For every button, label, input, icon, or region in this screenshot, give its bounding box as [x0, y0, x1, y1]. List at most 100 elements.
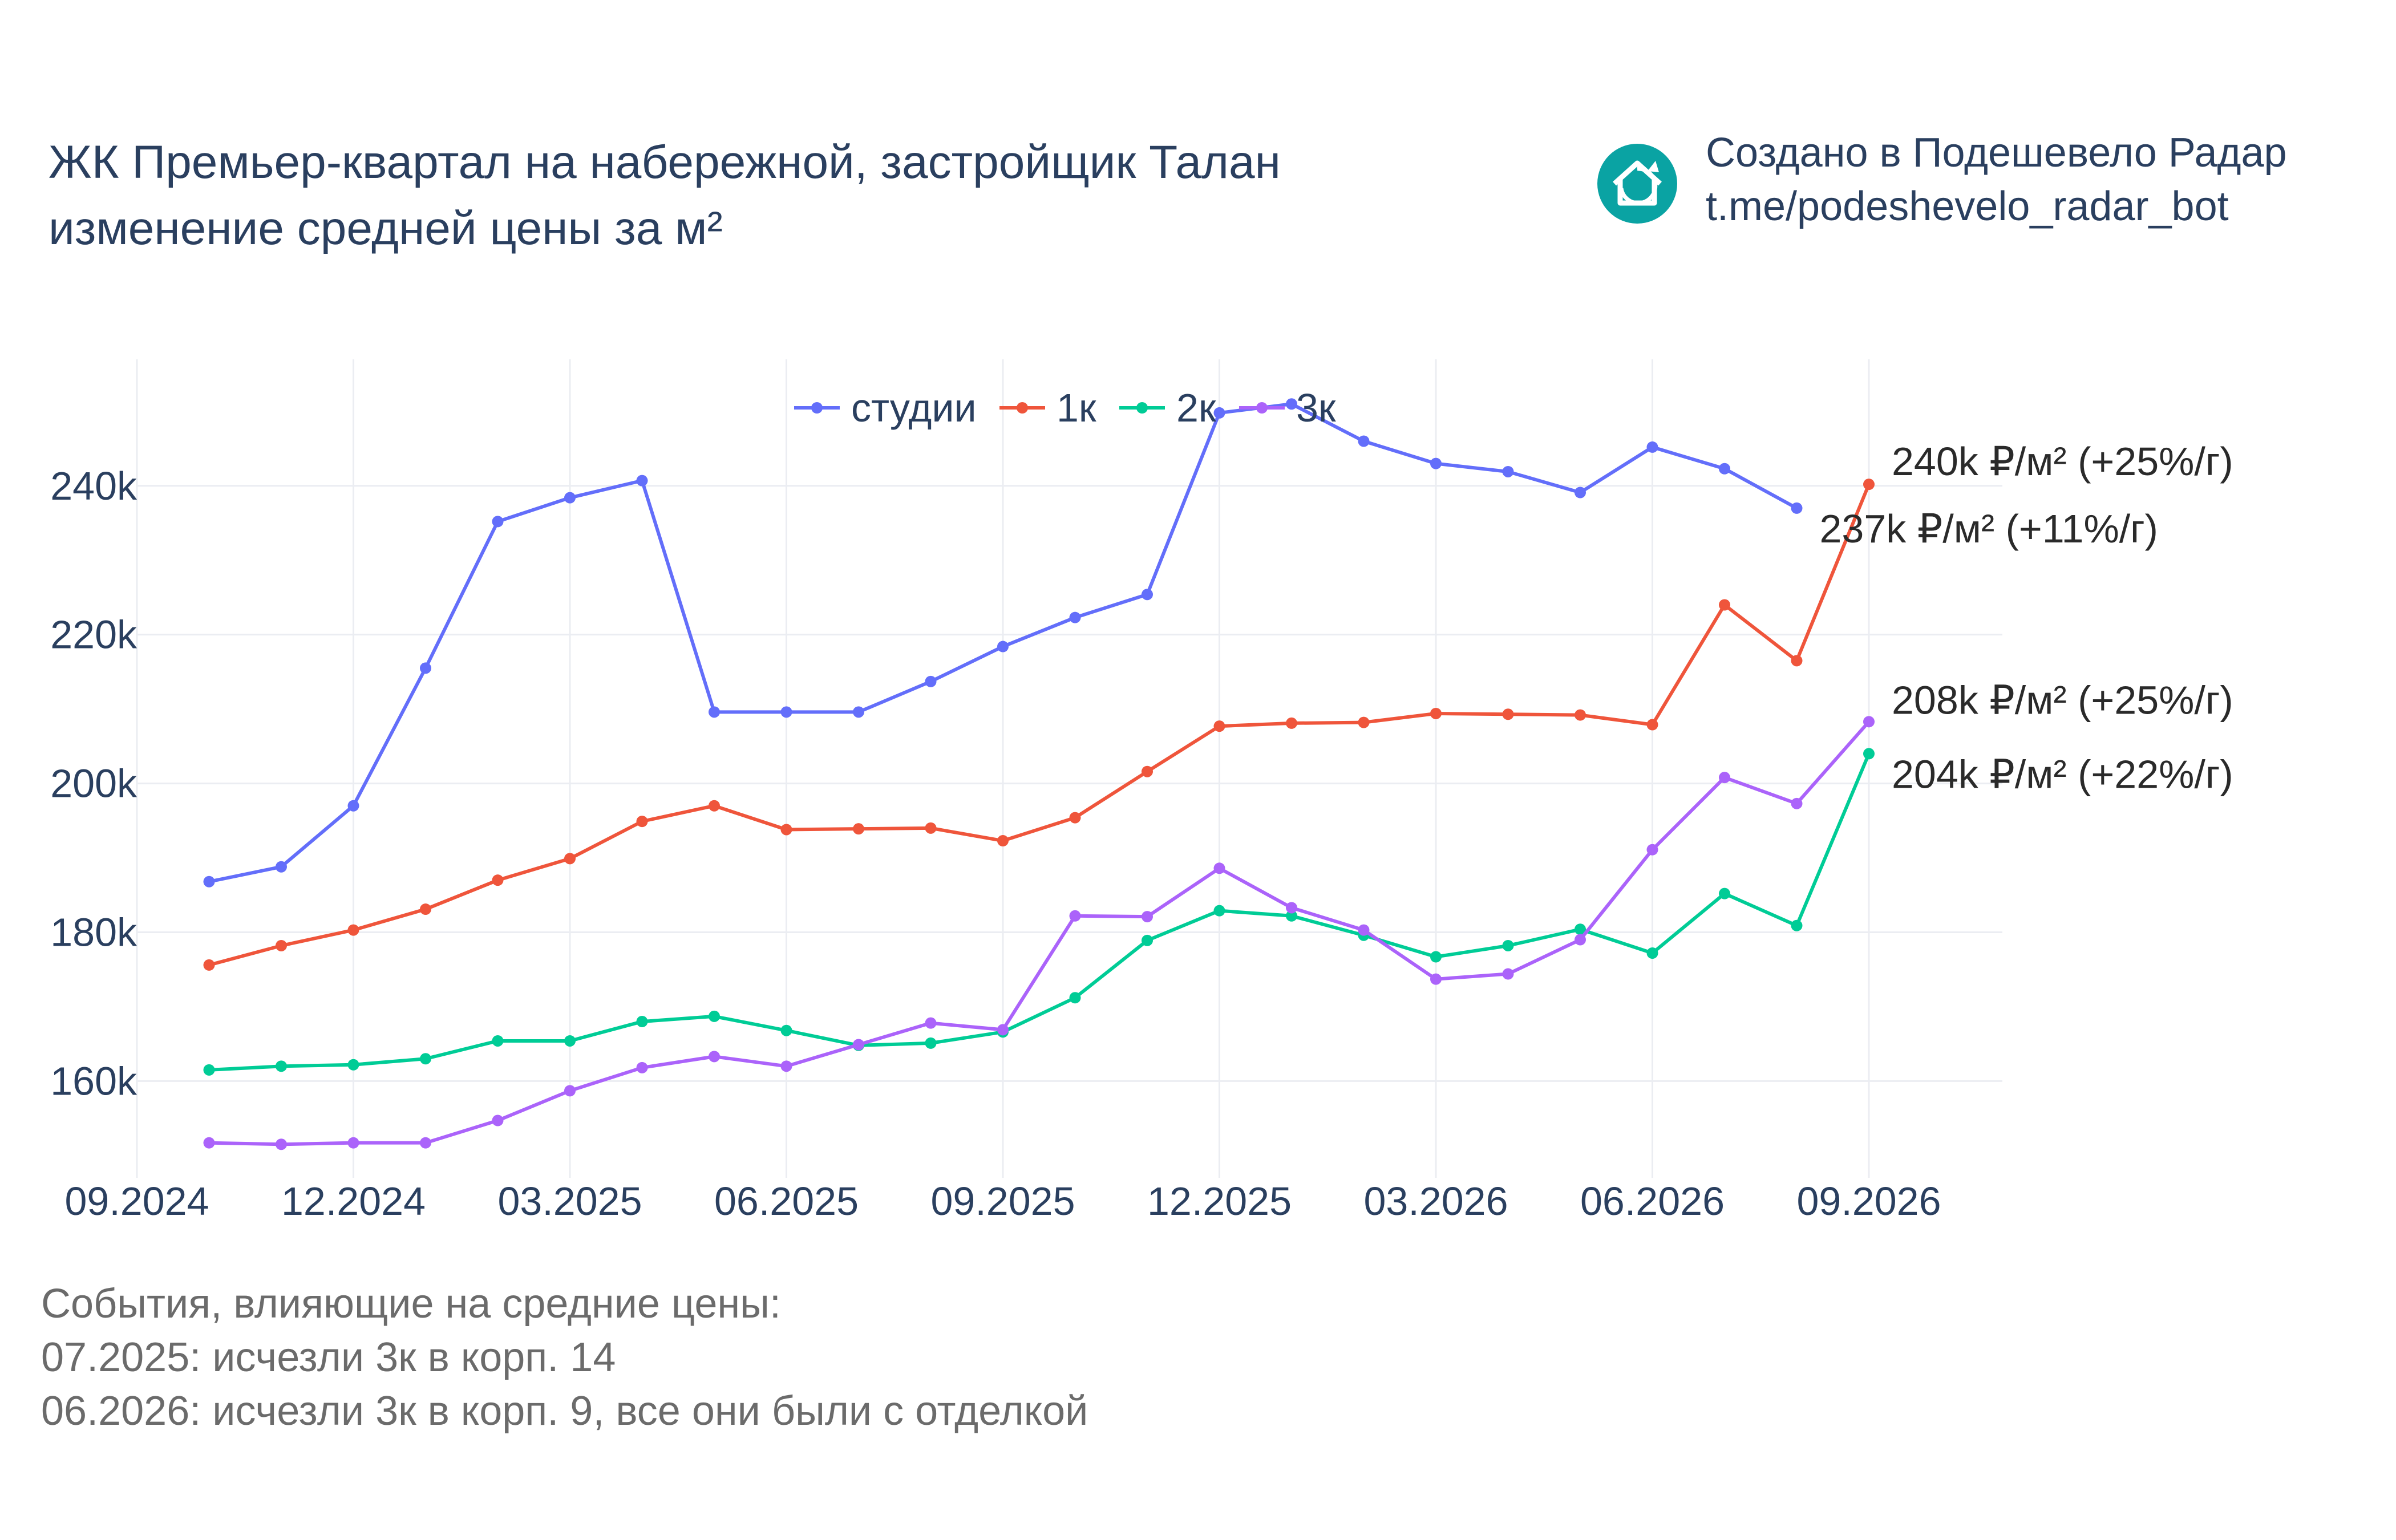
- data-point: [1863, 748, 1875, 760]
- x-tick-label: 06.2026: [1580, 1179, 1725, 1223]
- data-point: [1430, 951, 1442, 963]
- series-line: [208, 484, 1871, 967]
- house-refresh-icon: [1597, 144, 1677, 224]
- notes-heading: События, влияющие на средние цены:: [41, 1281, 781, 1327]
- data-point: [925, 1037, 937, 1049]
- data-point: [1719, 599, 1730, 611]
- data-point: [1646, 844, 1658, 856]
- data-point: [1286, 902, 1297, 914]
- note-item: 07.2025: исчезли 3к в корп. 14: [41, 1335, 616, 1380]
- legend-item-3к[interactable]: 3к: [1239, 386, 1336, 430]
- data-point: [1646, 947, 1658, 959]
- data-point: [1069, 812, 1081, 824]
- series-2к: [203, 748, 1875, 1076]
- data-point: [1358, 716, 1370, 728]
- data-point: [1719, 772, 1730, 784]
- data-point: [1791, 502, 1803, 514]
- data-point: [1069, 992, 1081, 1004]
- data-point: [1430, 457, 1442, 469]
- legend-label: 2к: [1176, 386, 1216, 430]
- data-point: [203, 959, 215, 971]
- series-1к: [203, 479, 1875, 971]
- x-tick-label: 12.2024: [281, 1179, 426, 1223]
- data-point: [420, 1053, 431, 1065]
- data-point: [780, 1024, 792, 1036]
- data-point: [1213, 407, 1225, 419]
- data-point: [1502, 968, 1514, 980]
- data-point: [1646, 719, 1658, 731]
- data-point: [1575, 934, 1586, 946]
- data-point: [636, 475, 648, 487]
- data-point: [925, 822, 937, 834]
- annotation-label: 204k ₽/м² (+22%/г): [1892, 752, 2233, 796]
- annotation-label: 237k ₽/м² (+11%/г): [1820, 506, 2159, 551]
- data-point: [1719, 463, 1730, 475]
- data-point: [276, 1138, 287, 1150]
- data-point: [636, 1061, 648, 1073]
- legend-item-студии[interactable]: студии: [794, 386, 977, 430]
- annotation-label: 208k ₽/м² (+25%/г): [1892, 678, 2233, 722]
- data-point: [1358, 435, 1370, 447]
- series-студии: [203, 398, 1803, 887]
- data-point: [1791, 919, 1803, 931]
- legend-marker: [1256, 402, 1268, 414]
- data-point: [1069, 611, 1081, 623]
- data-point: [564, 492, 576, 504]
- data-point: [420, 662, 431, 674]
- data-point: [636, 1016, 648, 1028]
- data-point: [203, 876, 215, 887]
- data-point: [853, 1039, 864, 1051]
- data-point: [925, 1017, 937, 1029]
- legend-marker: [1136, 402, 1148, 414]
- legend-label: 3к: [1296, 386, 1336, 430]
- data-point: [420, 903, 431, 915]
- note-item: 06.2026: исчезли 3к в корп. 9, все они б…: [41, 1388, 1088, 1434]
- data-point: [1286, 910, 1297, 922]
- data-point: [1791, 655, 1803, 667]
- data-point: [1142, 589, 1153, 601]
- series-line: [209, 753, 1871, 1072]
- data-point: [492, 1115, 504, 1126]
- chart-title-line1: ЖК Премьер-квартал на набережной, застро…: [48, 136, 1281, 188]
- data-point: [347, 924, 359, 936]
- data-point: [1791, 797, 1803, 809]
- data-point: [709, 1051, 720, 1063]
- x-tick-label: 09.2025: [930, 1179, 1075, 1223]
- data-point: [276, 861, 287, 873]
- data-point: [1142, 765, 1153, 777]
- x-tick-label: 12.2025: [1147, 1179, 1292, 1223]
- data-point: [1502, 465, 1514, 477]
- y-tick-label: 160k: [50, 1059, 137, 1103]
- series-lines: [203, 398, 1875, 1150]
- legend-item-1к[interactable]: 1к: [999, 386, 1096, 430]
- data-point: [853, 823, 864, 835]
- data-point: [492, 516, 504, 528]
- data-point: [492, 874, 504, 886]
- annotations: 240k ₽/м² (+25%/г) 237k ₽/м² (+11%/г) 208k…: [1820, 439, 2233, 796]
- data-point: [997, 835, 1009, 847]
- data-point: [780, 824, 792, 836]
- legend-item-2к[interactable]: 2к: [1119, 386, 1216, 430]
- data-point: [492, 1035, 504, 1047]
- x-tick-label: 03.2025: [497, 1179, 642, 1223]
- legend[interactable]: студии 1к 2к 3к: [794, 386, 1336, 430]
- data-point: [1430, 973, 1442, 985]
- chart-title-line2: изменение средней цены за м²: [48, 202, 723, 254]
- data-point: [780, 1060, 792, 1072]
- data-point: [853, 706, 864, 718]
- x-tick-label: 03.2026: [1363, 1179, 1508, 1223]
- data-point: [564, 1035, 576, 1047]
- data-point: [1575, 487, 1586, 499]
- data-point: [276, 1060, 287, 1072]
- series-3к: [203, 716, 1875, 1150]
- data-point: [347, 1059, 359, 1071]
- data-point: [347, 800, 359, 812]
- y-tick-label: 180k: [50, 910, 137, 955]
- data-point: [564, 853, 576, 865]
- data-point: [709, 706, 720, 718]
- x-tick-label: 09.2026: [1796, 1179, 1941, 1223]
- legend-label: студии: [851, 386, 977, 430]
- data-point: [1213, 862, 1225, 874]
- data-point: [925, 675, 937, 687]
